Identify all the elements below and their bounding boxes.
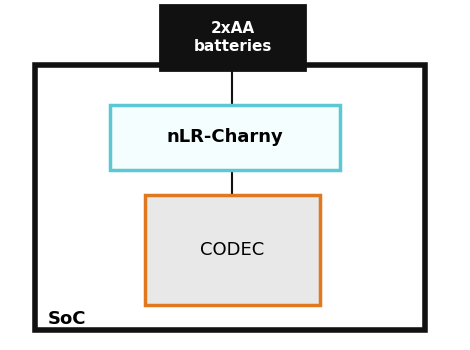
Bar — [35, 65, 425, 330]
Bar — [110, 105, 340, 170]
Text: nLR-Charny: nLR-Charny — [167, 128, 283, 147]
Bar — [160, 5, 305, 70]
Text: SoC: SoC — [48, 310, 86, 328]
Bar — [145, 195, 320, 305]
Text: 2xAA
batteries: 2xAA batteries — [193, 21, 272, 54]
Text: CODEC: CODEC — [200, 241, 265, 259]
